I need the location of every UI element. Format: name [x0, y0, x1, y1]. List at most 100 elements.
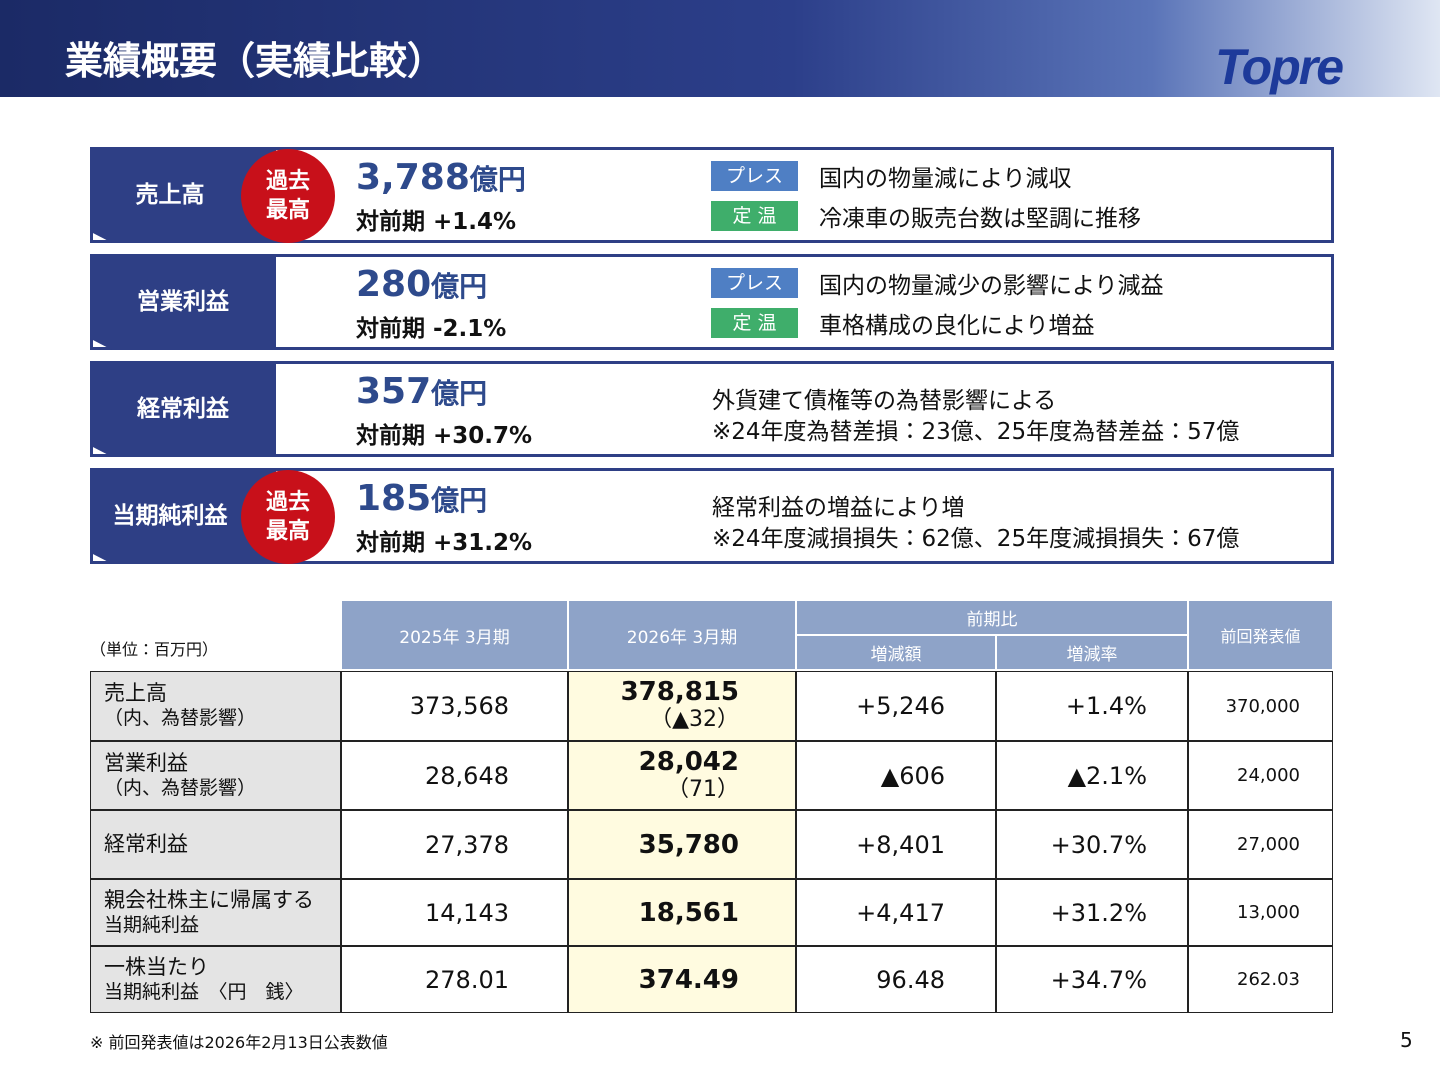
badge-text: 最高	[265, 198, 310, 223]
slide-title: 業績概要（実績比較）	[65, 39, 446, 83]
forecast-value: 370,000	[1225, 695, 1300, 717]
row-label-line: 親会社株主に帰属する	[104, 887, 314, 912]
row-label-line: 当期純利益 〈円 銭〉	[104, 980, 304, 1003]
note-text: 冷凍車の販売台数は堅調に推移	[819, 206, 1141, 232]
current-value: 28,042	[638, 746, 739, 777]
amount: 3,788 億円	[356, 157, 526, 198]
badge-text: 最高	[265, 519, 310, 544]
amount-unit: 億円	[469, 163, 526, 196]
row-label-line: 営業利益	[104, 750, 188, 775]
yoy-change: 対前期 +31.2%	[356, 530, 533, 556]
note-text: ※24年度減損損失：62億、25年度減損損失：67億	[712, 526, 1240, 552]
rate-value: +30.7%	[1050, 830, 1147, 859]
summary-box	[90, 361, 1334, 457]
logo: Topre	[1215, 39, 1344, 95]
summary-label: 営業利益	[137, 289, 229, 315]
current-value: 374.49	[638, 964, 739, 995]
segment-tag: 定 温	[711, 201, 798, 231]
row-label-line: 当期純利益	[104, 913, 200, 936]
forecast-cell: 370,000	[1188, 671, 1333, 741]
amount-value: 357	[356, 371, 432, 412]
label-block	[90, 254, 276, 350]
amount: 280 億円	[356, 264, 487, 305]
prev-value: 278.01	[425, 965, 509, 994]
amount: 357 億円	[356, 371, 487, 412]
prev-value: 28,648	[425, 761, 509, 790]
record-badge: 過去 最高	[241, 470, 335, 564]
note-text: 車格構成の良化により増益	[819, 313, 1095, 339]
current-cell: 18,561	[568, 879, 796, 946]
rate-cell: +31.2%	[996, 879, 1188, 946]
rate-cell: +34.7%	[996, 946, 1188, 1013]
note-text: 経常利益の増益により増	[712, 495, 965, 521]
forecast-value: 24,000	[1237, 765, 1300, 786]
current-value: 378,815	[620, 677, 739, 707]
prev-cell: 28,648	[341, 741, 568, 810]
forecast-cell: 262.03	[1188, 946, 1333, 1013]
prev-cell: 278.01	[341, 946, 568, 1013]
rate-cell: +30.7%	[996, 810, 1188, 879]
forecast-value: 27,000	[1237, 834, 1300, 855]
segment-tag: プレス	[711, 161, 798, 191]
prev-cell: 14,143	[341, 879, 568, 946]
current-cell: 378,815 （▲32）	[568, 671, 796, 741]
amount-value: 280	[356, 264, 432, 305]
col-header: 2025年 3月期	[341, 600, 568, 670]
rate-value: +31.2%	[1050, 898, 1147, 927]
current-value: （▲32）	[650, 707, 739, 732]
amount: 185 億円	[356, 478, 487, 519]
diff-cell: +8,401	[796, 810, 996, 879]
note-text: 外貨建て債権等の為替影響による	[712, 388, 1057, 414]
current-cell: 28,042 （71）	[568, 741, 796, 810]
row-label: 一株当たり 当期純利益 〈円 銭〉	[90, 946, 341, 1013]
prev-value: 373,568	[409, 692, 509, 720]
summary-label: 当期純利益	[112, 503, 228, 529]
col-header: 2026年 3月期	[568, 600, 796, 670]
note-text: 国内の物量減少の影響により減益	[819, 273, 1164, 299]
amount-unit: 億円	[431, 484, 488, 517]
amount-value: 3,788	[356, 157, 470, 198]
row-label-line: 売上高	[104, 681, 167, 705]
footnote: ※ 前回発表値は2026年2月13日公表数値	[90, 1033, 388, 1052]
row-label-line: （内、為替影響）	[104, 707, 257, 729]
col-header: 増減率	[996, 635, 1188, 670]
unit-label: （単位：百万円）	[90, 640, 219, 659]
summary-label: 売上高	[135, 182, 205, 208]
current-cell: 35,780	[568, 810, 796, 879]
prev-value: 14,143	[425, 898, 509, 927]
prev-cell: 27,378	[341, 810, 568, 879]
rate-cell: ▲2.1%	[996, 741, 1188, 810]
summary-label: 経常利益	[137, 396, 229, 422]
current-value: （71）	[667, 776, 739, 802]
row-label-line: 経常利益	[104, 832, 188, 856]
yoy-change: 対前期 +1.4%	[356, 209, 517, 235]
forecast-value: 262.03	[1237, 969, 1300, 990]
current-value: 35,780	[638, 829, 739, 860]
page-number: 5	[1400, 1028, 1413, 1052]
yoy-change: 対前期 -2.1%	[356, 316, 507, 342]
segment-tag: 定 温	[711, 308, 798, 338]
col-header: 前回発表値	[1188, 600, 1333, 670]
badge-text: 過去	[265, 169, 310, 194]
diff-value: 96.48	[876, 965, 945, 994]
amount-unit: 億円	[431, 377, 488, 410]
diff-value: +4,417	[856, 898, 945, 927]
row-label-line: 一株当たり	[104, 954, 209, 979]
row-label: 親会社株主に帰属する 当期純利益	[90, 879, 341, 946]
row-label: 経常利益	[90, 810, 341, 879]
current-cell: 374.49	[568, 946, 796, 1013]
row-label: 売上高 （内、為替影響）	[90, 671, 341, 741]
forecast-cell: 27,000	[1188, 810, 1333, 879]
header-band	[0, 0, 1440, 97]
diff-cell: +5,246	[796, 671, 996, 741]
rate-value: +1.4%	[1065, 692, 1147, 720]
diff-cell: 96.48	[796, 946, 996, 1013]
rate-value: ▲2.1%	[1067, 761, 1147, 790]
record-badge: 過去 最高	[241, 149, 335, 243]
rate-value: +34.7%	[1050, 965, 1147, 994]
diff-cell: +4,417	[796, 879, 996, 946]
prev-cell: 373,568	[341, 671, 568, 741]
note-text: ※24年度為替差損：23億、25年度為替差益：57億	[712, 419, 1240, 445]
diff-value: +8,401	[856, 830, 945, 859]
forecast-cell: 24,000	[1188, 741, 1333, 810]
